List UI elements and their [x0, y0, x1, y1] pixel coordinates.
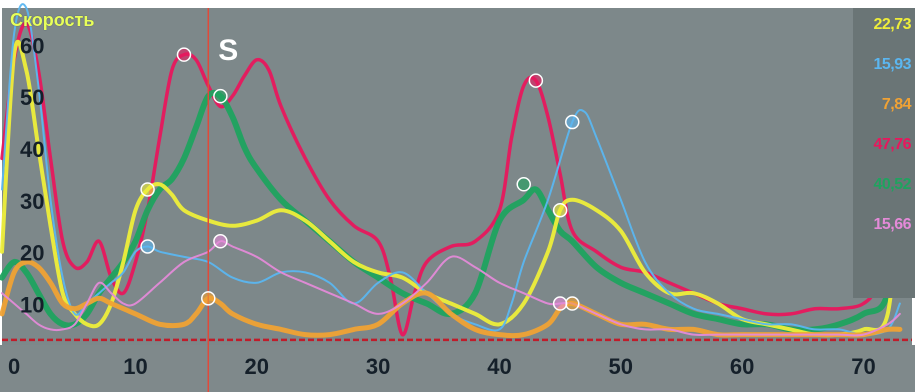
- series-marker-0-1: [528, 73, 544, 88]
- x-tick-label-20: 20: [245, 354, 269, 379]
- series-line-2: [0, 39, 902, 338]
- plot-background: [2, 8, 912, 345]
- series-marker-1-0: [213, 88, 228, 104]
- y-tick-label-30: 30: [20, 189, 44, 214]
- readout-value-4: 40,52: [873, 176, 911, 193]
- readout-value-5: 15,66: [873, 216, 911, 233]
- x-tick-label-50: 50: [609, 354, 633, 379]
- x-tick-label-40: 40: [487, 354, 511, 379]
- series-line-5: [1, 240, 901, 337]
- cursor-label: S: [218, 34, 238, 67]
- series-marker-2-1: [552, 202, 568, 218]
- y-tick-label-50: 50: [20, 85, 44, 110]
- series-marker-3-0: [140, 239, 155, 254]
- series-marker-3-1: [565, 114, 580, 130]
- series-marker-5-0: [213, 234, 228, 249]
- readout-value-2: 7,84: [881, 96, 912, 113]
- series-marker-4-0: [201, 291, 216, 306]
- readout-value-3: 47,76: [873, 136, 911, 153]
- y-tick-label-60: 60: [20, 33, 44, 58]
- x-axis-band: [0, 345, 915, 392]
- value-readout-panel: 22,73 15,93 7,84 47,76 40,52 15,66: [853, 8, 915, 298]
- series-marker-2-0: [140, 182, 155, 197]
- x-tick-label-60: 60: [730, 354, 754, 379]
- series-marker-5-1: [552, 296, 568, 311]
- y-tick-label-10: 10: [20, 293, 44, 318]
- y-tick-label-20: 20: [20, 241, 44, 266]
- x-tick-label-0: 0: [8, 354, 20, 379]
- series-marker-1-1: [516, 177, 531, 192]
- y-tick-label-40: 40: [20, 137, 44, 162]
- readout-value-0: 22,73: [873, 16, 911, 33]
- readout-value-1: 15,93: [873, 56, 911, 73]
- x-tick-label-70: 70: [851, 354, 875, 379]
- x-tick-label-10: 10: [123, 354, 147, 379]
- y-axis-title: Скорость: [10, 10, 95, 30]
- series-marker-0-0: [176, 47, 192, 62]
- series-marker-4-1: [565, 296, 580, 311]
- x-tick-label-30: 30: [366, 354, 390, 379]
